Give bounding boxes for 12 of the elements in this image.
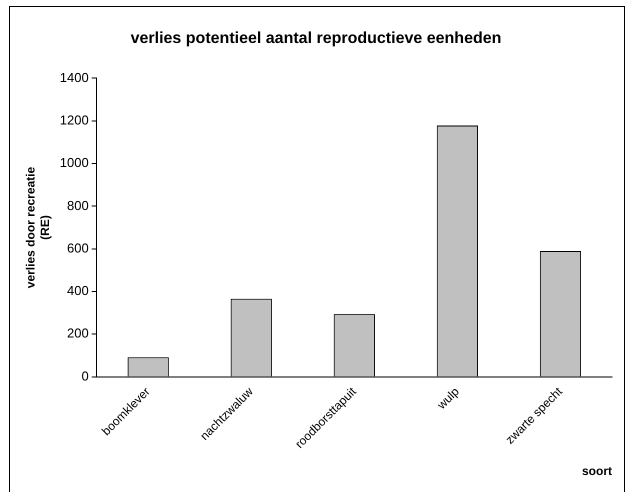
y-tick-label: 1000 xyxy=(60,155,89,170)
y-tick-label: 200 xyxy=(67,326,89,341)
x-axis-title: soort xyxy=(582,464,612,478)
x-tick-label: wulp xyxy=(434,384,462,413)
y-tick-label: 0 xyxy=(81,368,89,384)
y-tick-label: 800 xyxy=(67,198,89,213)
y-tick-label: 400 xyxy=(67,283,89,298)
y-tick-label: 1200 xyxy=(60,112,89,128)
y-tick-label: 1400 xyxy=(60,70,89,85)
y-tick-label: 600 xyxy=(67,240,89,256)
y-axis-title: verlies door recreatie (RE) xyxy=(24,166,52,288)
chart-title: verlies potentieel aantal reproductieve eenheden xyxy=(130,30,502,48)
